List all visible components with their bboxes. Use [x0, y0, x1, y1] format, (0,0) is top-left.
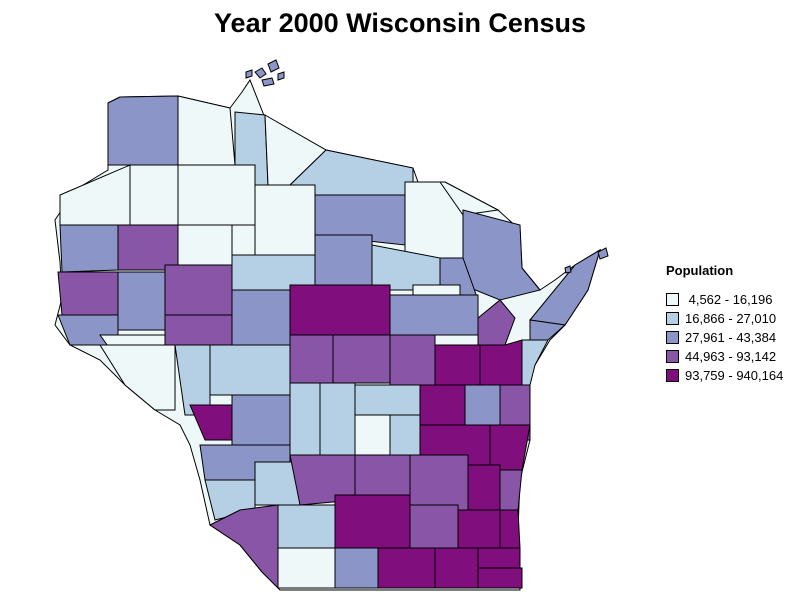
county-douglas [107, 95, 179, 166]
county-manitowoc-top [521, 339, 549, 386]
county-jackson [209, 344, 291, 396]
county-dunn [117, 271, 166, 331]
county-burnett [59, 164, 131, 226]
legend-swatch [666, 312, 679, 325]
apostle-islands [245, 59, 285, 87]
county-dodge [409, 454, 469, 511]
county-outagamie [434, 344, 481, 386]
county-lincoln [314, 234, 373, 286]
county-iowa [277, 504, 336, 549]
county-polk [59, 224, 119, 273]
county-buffalo [99, 344, 176, 411]
county-waushara [354, 384, 421, 416]
legend-item: 4,562 - 16,196 [666, 290, 783, 309]
county-columbia [354, 454, 411, 496]
county-washburn [129, 164, 179, 226]
county-kenosha [477, 567, 523, 589]
legend-label: 27,961 - 43,384 [685, 330, 777, 345]
legend-items: 4,562 - 16,196 16,866 - 27,010 27,961 - 43… [666, 290, 783, 385]
county-barron [117, 224, 179, 271]
door-islands [564, 247, 609, 274]
legend-swatch [666, 293, 679, 306]
legend-item: 93,759 - 940,164 [666, 366, 783, 385]
county-lafayette [277, 547, 336, 589]
county-bayfield [177, 95, 236, 166]
county-marquette [354, 414, 391, 456]
legend-label: 44,963 - 93,142 [685, 349, 777, 364]
legend-item: 16,866 - 27,010 [666, 309, 783, 328]
county-walworth [434, 547, 479, 589]
legend-label: 93,759 - 940,164 [685, 368, 784, 383]
legend-item: 44,963 - 93,142 [666, 347, 783, 366]
county-winnebago-top [479, 339, 523, 386]
county-rusk [177, 224, 233, 269]
legend-label: 4,562 - 16,196 [685, 292, 773, 307]
legend-item: 27,961 - 43,384 [666, 328, 783, 347]
county-adams [319, 382, 356, 456]
legend: Population 4,562 - 16,196 16,866 - 27,010… [666, 263, 783, 385]
legend-swatch [666, 331, 679, 344]
county-waukesha [457, 509, 501, 549]
legend-swatch [666, 350, 679, 363]
county-waupaca [389, 334, 436, 386]
county-winnebago [419, 384, 466, 426]
legend-label: 16,866 - 27,010 [685, 311, 777, 326]
county-st-croix [57, 271, 119, 316]
county-price [254, 184, 316, 256]
county-brown [477, 299, 516, 346]
county-green-lake [389, 414, 421, 456]
county-monroe [231, 394, 291, 446]
county-shawano [389, 294, 479, 336]
county-juneau [289, 382, 321, 456]
county-racine [477, 547, 521, 569]
legend-title: Population [666, 263, 734, 278]
legend-swatch [666, 369, 679, 382]
county-sawyer [177, 164, 256, 226]
county-milwaukee [499, 509, 521, 549]
county-door [529, 248, 601, 326]
county-wood [289, 334, 334, 384]
map-title: Year 2000 Wisconsin Census [214, 8, 586, 38]
county-washington [467, 464, 501, 511]
county-eau-claire [164, 314, 233, 346]
county-marinette [462, 209, 541, 301]
county-portage [332, 334, 391, 384]
county-green [334, 547, 379, 589]
county-ozaukee [499, 469, 523, 511]
county-calumet [464, 384, 501, 426]
county-chippewa [164, 264, 233, 316]
county-marathon [289, 284, 391, 336]
county-rock [377, 547, 436, 589]
county-dane [334, 494, 411, 549]
county-jefferson [409, 504, 459, 549]
